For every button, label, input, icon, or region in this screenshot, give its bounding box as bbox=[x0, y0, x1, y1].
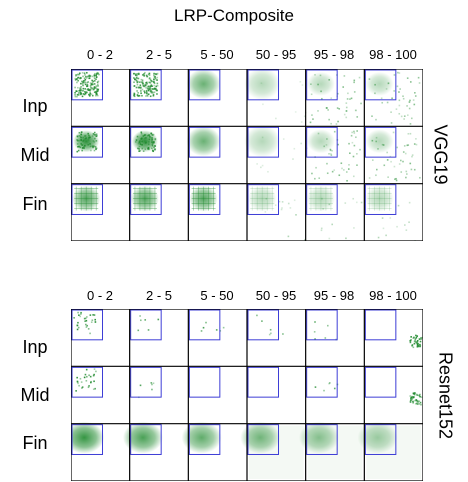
heatmap-cell bbox=[298, 421, 363, 479]
heatmap-cell bbox=[306, 69, 362, 125]
bounding-box bbox=[364, 69, 397, 101]
column-header: 95 - 98 bbox=[313, 288, 355, 303]
heatmap-cell bbox=[357, 421, 421, 479]
bounding-box bbox=[130, 69, 162, 101]
bounding-box bbox=[247, 184, 280, 215]
heatmap-cell bbox=[71, 421, 105, 455]
heatmap-cell bbox=[71, 69, 104, 101]
heatmap-cell bbox=[364, 184, 419, 241]
vgg19-heatmap-svg bbox=[71, 69, 423, 241]
heatmap-cell bbox=[240, 421, 304, 479]
bounding-box bbox=[188, 69, 221, 101]
heatmap-cell bbox=[188, 184, 221, 215]
heatmap-cell bbox=[364, 69, 421, 125]
bounding-box bbox=[306, 184, 338, 215]
heatmap-cell bbox=[130, 69, 162, 101]
heatmap-cell bbox=[306, 184, 363, 240]
row-label: Mid bbox=[20, 385, 50, 405]
column-header: 98 - 100 bbox=[369, 288, 417, 303]
column-header: 2 - 5 bbox=[145, 47, 172, 62]
vgg19-heatmap-grid bbox=[71, 69, 423, 241]
heatmap-cell bbox=[130, 366, 162, 399]
heatmap-cell bbox=[247, 184, 306, 241]
row-label: Mid bbox=[20, 145, 50, 165]
resnet152-heatmap-svg bbox=[71, 309, 423, 481]
bounding-box bbox=[364, 424, 397, 455]
heatmap-cell bbox=[188, 309, 225, 341]
figure-title: LRP-Composite bbox=[174, 6, 294, 25]
heatmap-cell bbox=[130, 184, 162, 215]
bounding-box bbox=[71, 184, 104, 215]
heatmap-cell bbox=[71, 126, 104, 158]
row-label: Inp bbox=[22, 337, 48, 357]
bounding-box bbox=[306, 309, 338, 341]
heatmap-cell bbox=[71, 366, 104, 398]
bounding-box bbox=[364, 126, 397, 158]
bounding-box bbox=[71, 69, 104, 101]
column-header: 50 - 95 bbox=[255, 47, 297, 62]
column-header: 95 - 98 bbox=[313, 47, 355, 62]
bounding-box bbox=[247, 424, 280, 455]
bounding-box bbox=[306, 424, 338, 455]
bounding-box bbox=[247, 126, 280, 158]
column-header: 5 - 50 bbox=[200, 47, 234, 62]
column-header: 0 - 2 bbox=[86, 47, 113, 62]
row-label: Fin bbox=[22, 433, 48, 453]
bounding-box bbox=[247, 69, 280, 101]
heatmap-cell bbox=[306, 309, 338, 341]
heatmap-cell bbox=[130, 126, 162, 158]
bounding-box bbox=[188, 424, 221, 455]
heatmap-cell bbox=[181, 421, 222, 455]
heatmap-cell bbox=[122, 421, 163, 455]
bounding-box bbox=[188, 126, 221, 158]
bounding-box bbox=[130, 126, 162, 158]
bounding-box bbox=[130, 184, 162, 215]
heatmap-cell bbox=[364, 309, 423, 349]
row-label: Fin bbox=[22, 194, 48, 214]
bounding-box bbox=[71, 126, 104, 158]
heatmap-cell bbox=[130, 309, 162, 341]
heatmap-cell bbox=[71, 309, 104, 341]
bounding-box bbox=[71, 366, 104, 398]
heatmap-cell bbox=[244, 69, 308, 123]
row-label: Inp bbox=[22, 96, 48, 116]
heatmap-cell bbox=[186, 69, 221, 101]
bounding-box bbox=[188, 309, 221, 341]
bounding-box bbox=[364, 309, 397, 341]
heatmap-cell bbox=[244, 125, 308, 173]
resnet152-heatmap-grid bbox=[71, 309, 423, 481]
heatmap-cell bbox=[306, 366, 339, 398]
heatmap-cell bbox=[247, 309, 284, 341]
heatmap-cell bbox=[186, 126, 221, 158]
heatmap-cell bbox=[306, 126, 361, 182]
bounding-box bbox=[71, 309, 104, 341]
column-header: 98 - 100 bbox=[369, 47, 417, 62]
bounding-box bbox=[188, 184, 221, 215]
bounding-box bbox=[130, 424, 162, 455]
bounding-box bbox=[306, 366, 338, 398]
heatmap-cell bbox=[364, 126, 421, 182]
bounding-box bbox=[188, 366, 221, 398]
column-header: 0 - 2 bbox=[86, 288, 113, 303]
column-header: 50 - 95 bbox=[255, 288, 297, 303]
bounding-box bbox=[247, 366, 280, 398]
bounding-box bbox=[130, 309, 162, 341]
bounding-box bbox=[71, 424, 104, 455]
bounding-box bbox=[306, 126, 338, 158]
bounding-box bbox=[130, 366, 162, 398]
column-header: 2 - 5 bbox=[145, 288, 172, 303]
heatmap-cell bbox=[71, 184, 104, 215]
heatmap-cell bbox=[364, 366, 423, 406]
column-header: 5 - 50 bbox=[200, 288, 234, 303]
heatmap-cell bbox=[188, 366, 221, 398]
bounding-box bbox=[364, 184, 397, 215]
bounding-box bbox=[306, 69, 338, 101]
bounding-box bbox=[364, 366, 397, 398]
model-label-resnet152: Resnet152 bbox=[435, 351, 456, 440]
model-label-vgg19: VGG19 bbox=[430, 124, 451, 185]
heatmap-cell bbox=[247, 366, 280, 398]
bounding-box bbox=[247, 309, 280, 341]
